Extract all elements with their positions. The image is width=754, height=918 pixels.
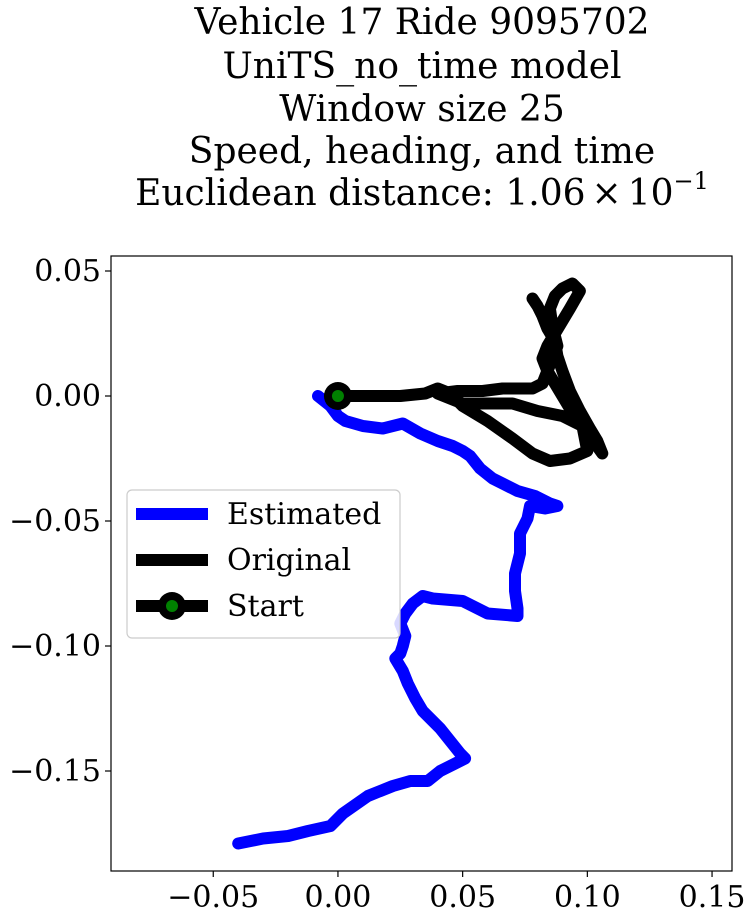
chart-title: Vehicle 17 Ride 9095702 UniTS_no_time mo… (135, 2, 709, 214)
legend-label-start: Start (227, 589, 304, 624)
title-distance-label: Euclidean distance: (135, 173, 505, 214)
title-distance-exponent: −1 (674, 167, 709, 195)
axes-frame (110, 255, 733, 872)
legend-start-marker-inner (166, 600, 178, 612)
x-tick-label: 0.05 (429, 880, 496, 915)
axes: −0.05 0.00 0.05 0.10 0.15 0.05 0.00 −0.05 −0.10 −… (9, 254, 745, 915)
legend: Estimated Original Start (126, 489, 401, 639)
y-tick-label: 0.00 (34, 379, 101, 414)
title-distance-base: 10 (628, 173, 674, 214)
title-line-3: Window size 25 (279, 89, 565, 130)
title-line-2: UniTS_no_time model (222, 46, 621, 87)
series-original-line (332, 277, 609, 467)
x-tick-label: −0.05 (167, 880, 259, 915)
x-tick-label: 0.00 (305, 880, 372, 915)
plot-area (232, 277, 609, 850)
x-tick-label: 0.15 (679, 880, 746, 915)
y-tick-label: 0.05 (34, 254, 101, 289)
title-line-1: Vehicle 17 Ride 9095702 (193, 2, 649, 43)
series-estimated-line (232, 390, 564, 850)
y-tick-label: −0.10 (9, 629, 101, 664)
x-tick-label: 0.10 (554, 880, 621, 915)
title-distance-times: × (592, 173, 622, 214)
title-line-4: Speed, heading, and time (189, 131, 655, 172)
legend-label-original: Original (227, 543, 351, 578)
plot-clip-group (232, 277, 609, 850)
title-distance-mantissa: 1.06 (505, 173, 585, 214)
start-marker-inner (331, 390, 344, 402)
y-tick-label: −0.15 (9, 754, 101, 789)
y-tick-label: −0.05 (9, 504, 101, 539)
legend-label-estimated: Estimated (227, 497, 381, 532)
title-line-5: Euclidean distance: 1.06 × 10−1 (135, 167, 709, 214)
